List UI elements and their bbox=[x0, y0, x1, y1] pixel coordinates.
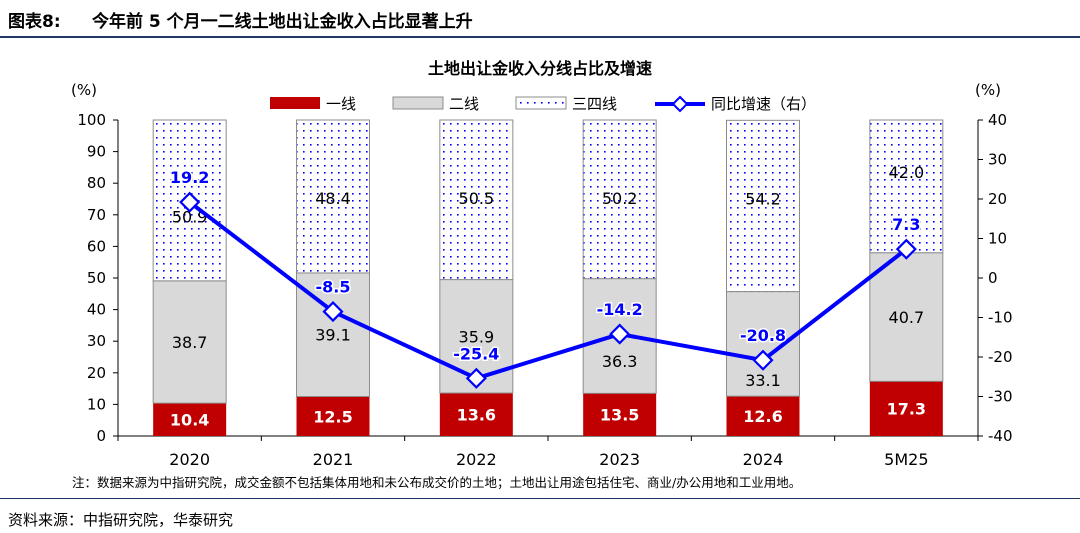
bar-value-label: 35.9 bbox=[459, 327, 495, 346]
figure-title: 今年前 5 个月一二线土地出让金收入占比显著上升 bbox=[92, 12, 473, 32]
y-axis-left-label: (%) bbox=[71, 81, 97, 99]
growth-point-marker bbox=[465, 367, 487, 389]
bar-tier1 bbox=[153, 403, 227, 436]
growth-point-marker bbox=[322, 301, 344, 323]
growth-point-marker bbox=[179, 191, 201, 213]
bar-value-label: 48.4 bbox=[315, 189, 351, 208]
bar-value-label: 38.7 bbox=[172, 333, 208, 352]
growth-value-label: 7.3 bbox=[892, 215, 920, 234]
bar-tier3 bbox=[439, 119, 514, 281]
growth-value-label: -20.8 bbox=[740, 326, 786, 345]
legend: 一线 二线 三四线 同比增速（右） bbox=[270, 95, 816, 113]
bar-tier3 bbox=[296, 119, 370, 274]
x-tick-label: 2022 bbox=[456, 450, 497, 469]
legend-swatch bbox=[515, 96, 567, 110]
bar-tier1 bbox=[583, 393, 657, 436]
y-axis-right-label: (%) bbox=[975, 81, 1001, 99]
legend-swatch bbox=[270, 97, 320, 109]
y-tick-right-label: 30 bbox=[988, 151, 1007, 169]
x-tick-label: 2023 bbox=[599, 450, 640, 469]
bars bbox=[152, 119, 944, 436]
legend-label: 一线 bbox=[326, 95, 356, 113]
legend-label: 三四线 bbox=[572, 95, 617, 113]
legend-marker bbox=[671, 95, 689, 113]
y-tick-left-label: 30 bbox=[87, 332, 106, 350]
axes: 0 10 20 30 40 50 60 70 80 90 100 -40 -30 -20 -10 0 10 20 3… bbox=[77, 111, 1012, 469]
bar-tier3 bbox=[726, 119, 800, 293]
y-tick-left-label: 20 bbox=[87, 364, 106, 382]
growth-point-marker bbox=[609, 323, 631, 345]
y-tick-left-label: 0 bbox=[96, 427, 106, 445]
y-tick-right-label: 10 bbox=[988, 230, 1007, 248]
bar-tier2 bbox=[152, 280, 227, 404]
y-tick-left-label: 50 bbox=[87, 269, 106, 287]
chart-container: 土地出让金收入分线占比及增速 (%) (%) 0 10 20 30 40 50 60 70 80… bbox=[0, 44, 1080, 496]
bar-tier2 bbox=[869, 252, 944, 382]
figure-label: 图表8: bbox=[8, 12, 61, 32]
growth-value-label: -25.4 bbox=[453, 344, 499, 363]
y-tick-right-label: -20 bbox=[988, 348, 1013, 366]
y-tick-left-label: 90 bbox=[87, 143, 106, 161]
y-tick-right-label: -30 bbox=[988, 388, 1013, 406]
bar-value-label: 12.5 bbox=[313, 407, 352, 426]
y-tick-left-label: 40 bbox=[87, 301, 106, 319]
legend-label: 二线 bbox=[449, 95, 479, 113]
y-tick-right-label: 40 bbox=[988, 111, 1007, 129]
bar-value-label: 10.4 bbox=[170, 411, 209, 430]
chart-title: 土地出让金收入分线占比及增速 bbox=[428, 59, 652, 78]
y-tick-right-label: -10 bbox=[988, 309, 1013, 327]
growth-line-path bbox=[188, 200, 908, 381]
growth-value-label: 19.2 bbox=[170, 168, 209, 187]
y-tick-right-label: -40 bbox=[988, 427, 1013, 445]
bar-value-label: 33.1 bbox=[745, 371, 781, 390]
bar-tier1 bbox=[869, 381, 943, 436]
bar-value-label: 17.3 bbox=[887, 400, 926, 419]
bar-value-label: 12.6 bbox=[743, 407, 782, 426]
bar-data-labels: 10.4 38.7 50.9 12.5 39.1 48.4 13.6 35.9 50.5 13.5… bbox=[170, 163, 926, 430]
footnote: 注：数据来源为中指研究院，成交金额不包括集体用地和未公布成交价的土地；土地出让用… bbox=[72, 475, 802, 490]
growth-value-label: -14.2 bbox=[597, 300, 643, 319]
growth-point-marker bbox=[752, 349, 774, 371]
y-tick-right-label: 0 bbox=[988, 269, 998, 287]
bar-value-label: 13.5 bbox=[600, 406, 639, 425]
growth-point-marker bbox=[895, 238, 917, 260]
y-tick-left-label: 10 bbox=[87, 395, 106, 413]
bar-value-label: 39.1 bbox=[315, 326, 351, 345]
growth-line: 19.2 -8.5 -25.4 -14.2 -20.8 7.3 bbox=[168, 167, 922, 389]
x-tick-label: 5M25 bbox=[884, 450, 928, 469]
y-tick-left-label: 100 bbox=[77, 111, 106, 129]
figure-header: 图表8: 今年前 5 个月一二线土地出让金收入占比显著上升 bbox=[0, 0, 1080, 38]
bar-value-label: 13.6 bbox=[457, 406, 496, 425]
bar-value-label: 42.0 bbox=[889, 163, 925, 182]
y-tick-left-label: 60 bbox=[87, 237, 106, 255]
x-tick-label: 2024 bbox=[743, 450, 784, 469]
bar-value-label: 54.2 bbox=[745, 189, 781, 208]
y-tick-left-label: 80 bbox=[87, 174, 106, 192]
bar-value-label: 50.9 bbox=[172, 208, 208, 227]
bar-tier1 bbox=[439, 393, 513, 436]
bar-tier3 bbox=[582, 119, 657, 280]
bar-value-label: 50.5 bbox=[459, 189, 495, 208]
bar-value-label: 50.2 bbox=[602, 189, 638, 208]
growth-value-label: -8.5 bbox=[316, 278, 351, 297]
x-tick-label: 2021 bbox=[313, 450, 354, 469]
stacked-bar-line-chart: 土地出让金收入分线占比及增速 (%) (%) 0 10 20 30 40 50 60 70 80… bbox=[71, 59, 1012, 469]
y-tick-left-label: 70 bbox=[87, 206, 106, 224]
bar-value-label: 36.3 bbox=[602, 352, 638, 371]
y-tick-right-label: 20 bbox=[988, 190, 1007, 208]
bar-tier1 bbox=[726, 396, 800, 436]
source-line: 资料来源：中指研究院，华泰研究 bbox=[8, 511, 234, 529]
bar-tier2 bbox=[726, 291, 800, 397]
bar-tier1 bbox=[296, 396, 370, 436]
bar-value-label: 40.7 bbox=[889, 308, 925, 327]
legend-label: 同比增速（右） bbox=[711, 95, 816, 113]
bottom-rule bbox=[0, 498, 1080, 499]
legend-swatch bbox=[392, 96, 444, 110]
x-tick-label: 2020 bbox=[169, 450, 210, 469]
